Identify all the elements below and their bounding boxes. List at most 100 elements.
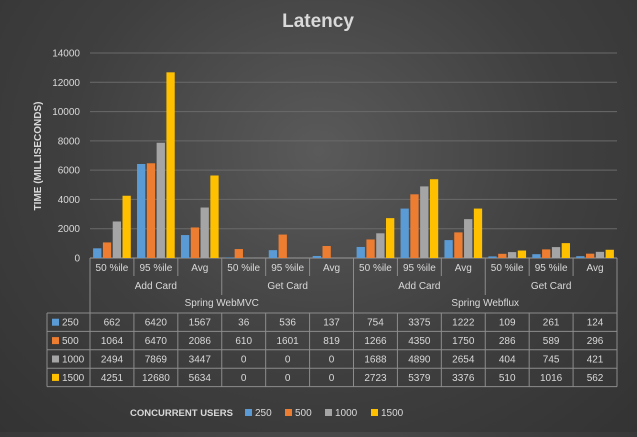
bar-1500-2 <box>210 175 219 258</box>
bar-250-0 <box>93 248 102 258</box>
table-cell: 745 <box>543 355 560 366</box>
table-cell: 1567 <box>189 318 212 329</box>
table-cell: 124 <box>587 318 604 329</box>
legend-title: CONCURRENT USERS <box>130 408 233 419</box>
table-cell: 4251 <box>101 373 124 384</box>
bar-1000-10 <box>551 247 561 258</box>
bar-250-9 <box>488 256 497 258</box>
bar-1000-9 <box>507 252 517 258</box>
bar-250-8 <box>444 240 453 258</box>
bar-500-5 <box>322 246 331 258</box>
y-tick-label: 10000 <box>52 107 80 118</box>
table-series-label: 500 <box>62 336 79 347</box>
table-cell: 3447 <box>189 355 212 366</box>
table-cell: 0 <box>285 373 291 384</box>
table-cell: 1064 <box>101 336 124 347</box>
table-cell: 404 <box>499 355 516 366</box>
bar-500-2 <box>190 227 200 258</box>
bar-1500-11 <box>605 249 614 258</box>
table-cell: 286 <box>499 336 516 347</box>
subgroup-label: Get Card <box>531 281 572 292</box>
bar-500-6 <box>366 239 375 258</box>
category-label: 95 %ile <box>535 263 568 274</box>
legend-key-1500 <box>371 409 378 416</box>
bar-500-8 <box>454 232 463 258</box>
bar-250-5 <box>312 255 321 258</box>
subgroup-label: Add Card <box>135 281 177 292</box>
category-label: 50 %ile <box>491 263 524 274</box>
table-cell: 1601 <box>277 336 300 347</box>
table-cell: 261 <box>543 318 560 329</box>
table-legend-key <box>52 373 59 381</box>
table-legend-key <box>52 318 59 326</box>
table-cell: 562 <box>587 373 604 384</box>
legend-label-1500: 1500 <box>381 408 404 419</box>
bar-500-4 <box>278 234 287 258</box>
table-cell: 610 <box>235 336 252 347</box>
y-tick-label: 12000 <box>52 78 80 89</box>
category-label: Avg <box>455 263 472 274</box>
table-series-label: 250 <box>62 318 79 329</box>
data-table: 250 662 6420 1567 36 536 137 754 3375 1222 109 261 1… <box>46 312 618 388</box>
legend: CONCURRENT USERS 250 500 1000 1500 <box>130 408 404 419</box>
table-cell: 5379 <box>408 373 431 384</box>
table-cell: 1016 <box>540 373 563 384</box>
table-legend-key <box>52 355 59 363</box>
framework-label: Spring WebMVC <box>185 298 259 309</box>
table-cell: 662 <box>104 318 121 329</box>
bar-250-2 <box>180 235 190 258</box>
bar-250-10 <box>532 254 541 258</box>
legend-key-1000 <box>325 409 332 416</box>
bar-500-0 <box>102 242 112 258</box>
chart-title: Latency <box>282 11 354 32</box>
subgroup-label: Get Card <box>267 281 308 292</box>
bar-250-6 <box>356 246 365 258</box>
table-cell: 1750 <box>452 336 475 347</box>
bar-500-9 <box>498 253 507 258</box>
table-cell: 6420 <box>145 318 168 329</box>
y-tick-label: 14000 <box>52 49 80 60</box>
table-series-label: 1000 <box>62 355 85 366</box>
bar-1500-10 <box>561 243 570 258</box>
table-cell: 3375 <box>408 318 431 329</box>
table-cell: 109 <box>499 318 516 329</box>
bar-500-7 <box>410 194 419 258</box>
table-cell: 1688 <box>364 355 387 366</box>
bar-1500-7 <box>429 179 439 258</box>
bar-1500-9 <box>517 250 527 258</box>
table-cell: 421 <box>587 355 604 366</box>
bar-250-3 <box>224 257 234 258</box>
category-label: 50 %ile <box>359 263 392 274</box>
table-cell: 6470 <box>145 336 168 347</box>
bar-1000-11 <box>595 251 605 258</box>
table-cell: 12680 <box>142 373 170 384</box>
table-cell: 0 <box>329 355 335 366</box>
table-cell: 5634 <box>189 373 212 384</box>
category-label: 50 %ile <box>227 263 260 274</box>
bar-250-7 <box>400 208 409 258</box>
bar-500-1 <box>146 163 156 258</box>
y-tick-label: 2000 <box>58 224 81 235</box>
table-cell: 7869 <box>145 355 168 366</box>
bar-1000-0 <box>112 221 122 258</box>
table-cell: 589 <box>543 336 560 347</box>
table-cell: 296 <box>587 336 604 347</box>
bar-1000-7 <box>420 186 429 258</box>
table-cell: 1266 <box>364 336 387 347</box>
y-tick-label: 0 <box>74 254 80 265</box>
category-label: Avg <box>323 263 340 274</box>
table-cell: 0 <box>285 355 291 366</box>
table-cell: 137 <box>323 318 340 329</box>
subgroup-label: Add Card <box>398 281 440 292</box>
category-label: Avg <box>191 263 208 274</box>
table-cell: 819 <box>323 336 340 347</box>
bar-1500-6 <box>386 218 395 258</box>
bars <box>93 72 614 258</box>
table-cell: 0 <box>329 373 335 384</box>
category-label: 95 %ile <box>139 263 172 274</box>
bar-500-3 <box>234 249 243 258</box>
bar-1000-6 <box>376 233 385 258</box>
legend-key-250 <box>245 409 252 416</box>
